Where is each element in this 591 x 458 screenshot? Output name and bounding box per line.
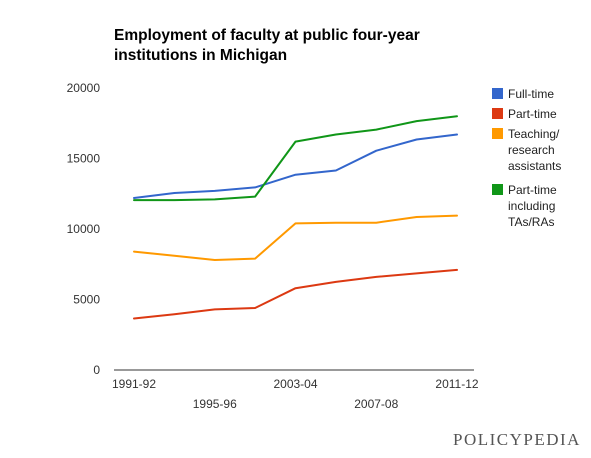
chart-title: Employment of faculty at public four-yea… [114,26,474,66]
y-tick-label: 0 [93,363,100,377]
x-tick-label: 2011-12 [435,377,478,391]
legend-swatch [492,184,503,195]
legend-label: Part-time [508,183,557,197]
y-tick-label: 20000 [67,81,101,95]
legend-label: research [508,143,555,157]
legend-label: TAs/RAs [508,215,554,229]
legend-swatch [492,128,503,139]
legend: Full-time Part-time Teaching/research assis… [492,87,561,229]
y-tick-label: 5000 [73,293,100,307]
x-tick-label: 2007-08 [354,397,398,411]
x-tick-label: 1995-96 [193,397,237,411]
legend-label: Full-time [508,87,554,101]
chart-title-line-2: institutions in Michigan [114,47,288,64]
y-tick-label: 15000 [67,152,101,166]
series-line-full-time [133,133,458,199]
series-lines [133,115,458,320]
legend-label: assistants [508,159,561,173]
legend-label: including [508,199,555,213]
series-line-part-time [133,268,458,320]
series-line-teaching-research-assistants [133,214,458,261]
chart-title-line-1: Employment of faculty at public four-yea… [114,27,420,44]
legend-swatch [492,108,503,119]
x-tick-label: 2003-04 [273,377,317,391]
legend-swatch [492,88,503,99]
policypedia-logo: POLICYPEDIA [453,430,581,449]
series-line-part-time-including-tas-ras [133,115,458,202]
legend-label: Part-time [508,107,557,121]
axes: 0 5000 10000 15000 20000 1991-92 2003-04 2011-1… [67,81,479,411]
x-tick-label: 1991-92 [112,377,156,391]
y-tick-label: 10000 [67,222,101,236]
legend-label: Teaching/ [508,127,560,141]
